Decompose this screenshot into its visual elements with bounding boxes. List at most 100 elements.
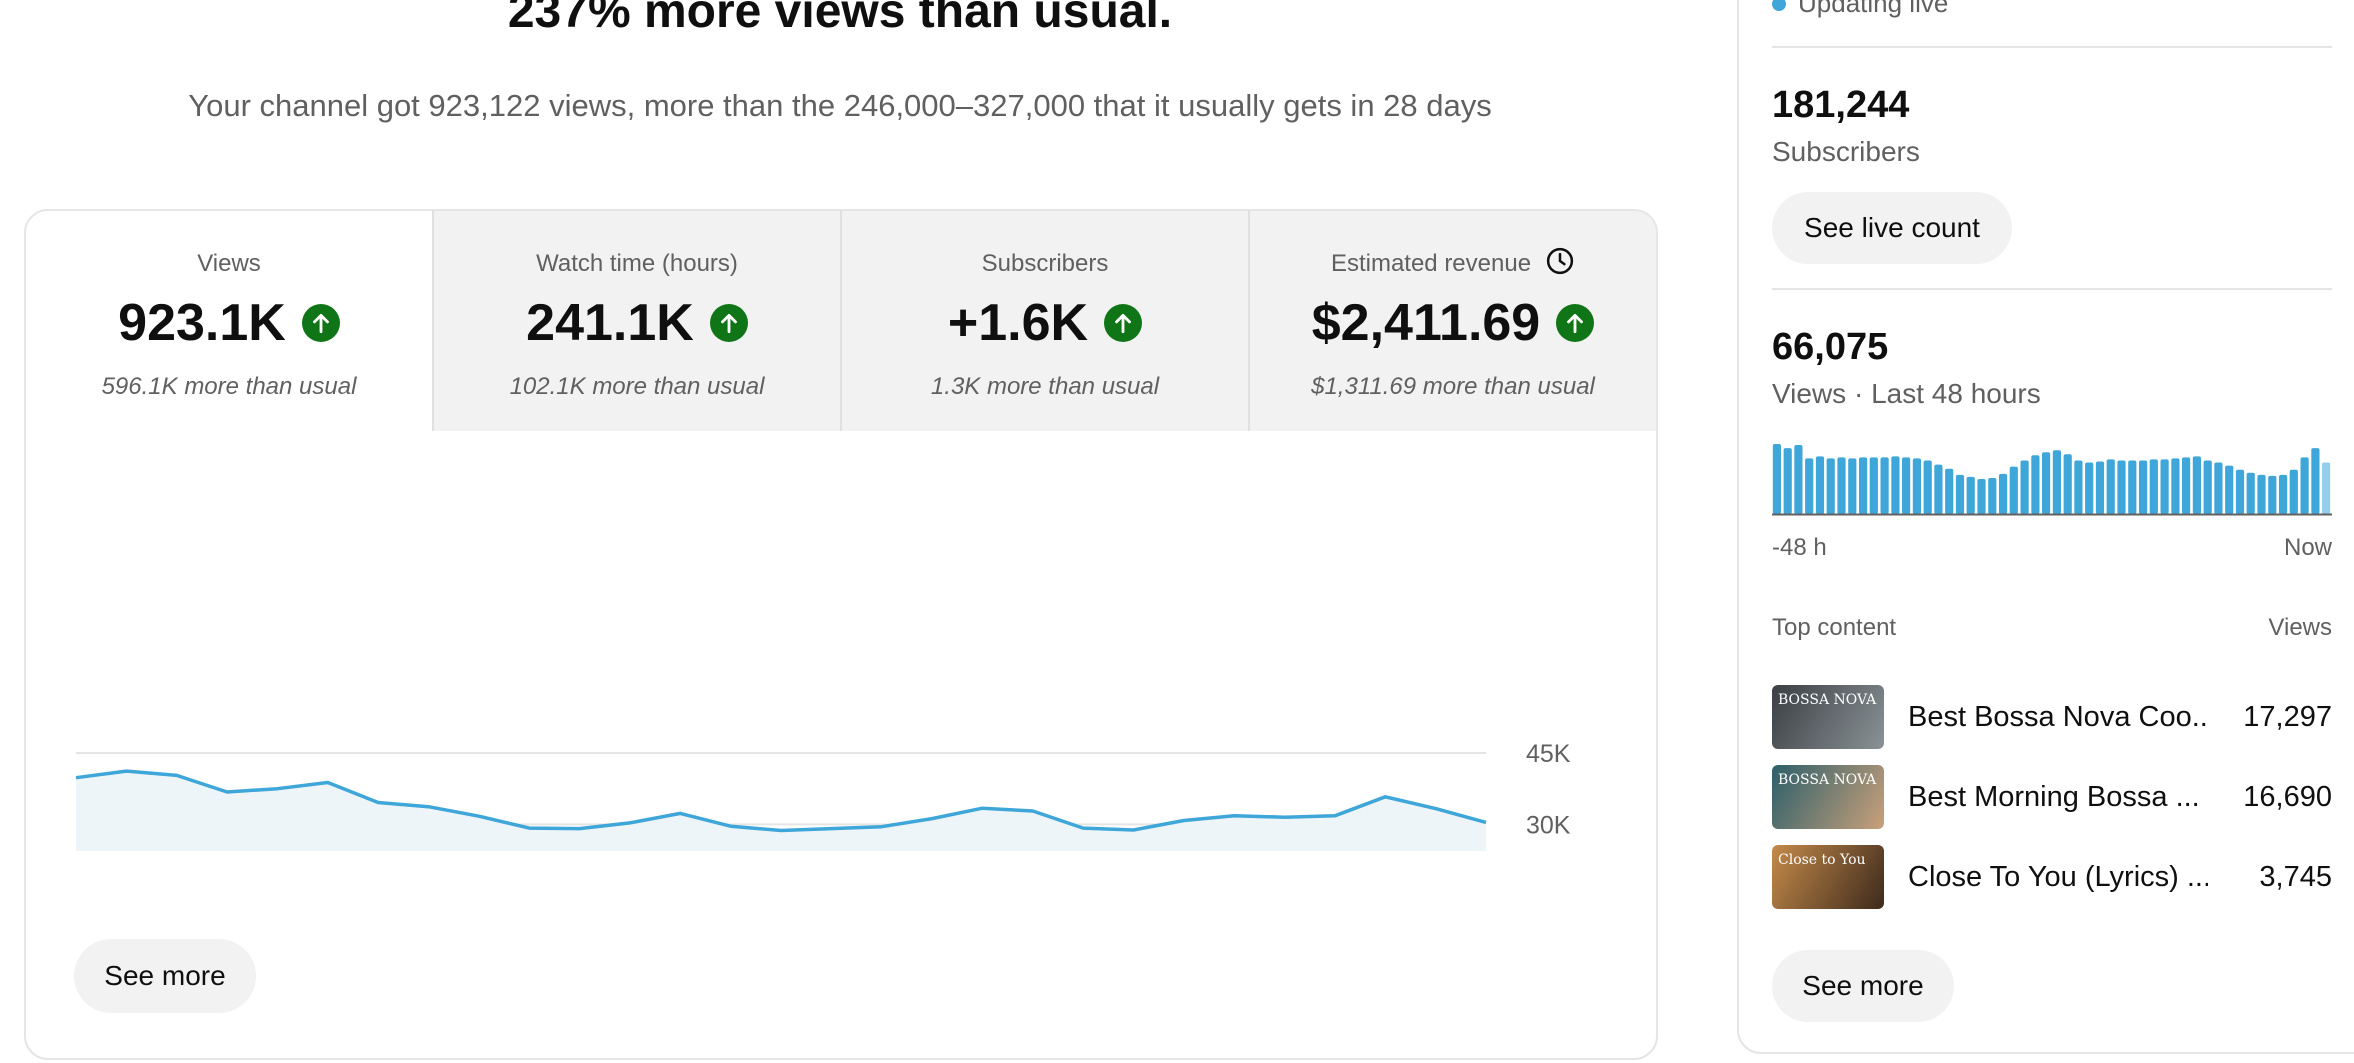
minute-bar xyxy=(2311,448,2320,514)
see-live-count-button[interactable]: See live count xyxy=(1772,192,2012,264)
minute-bar xyxy=(1891,456,1900,514)
minute-bar xyxy=(2257,474,2266,514)
minute-bar xyxy=(2246,472,2255,514)
metric-title: Estimated revenue xyxy=(1330,250,1532,277)
mini-chart-start-label: -48 h xyxy=(1772,534,1827,561)
minute-bar xyxy=(2009,466,2018,514)
minute-bar xyxy=(1772,444,1781,514)
minute-bar xyxy=(2085,462,2094,514)
minute-bar xyxy=(1869,457,1878,514)
metric-note: 596.1K more than usual xyxy=(101,373,357,400)
top-content-views-header: Views xyxy=(2268,614,2332,641)
live-dot-icon xyxy=(1772,0,1786,11)
video-views: 17,297 xyxy=(2243,700,2332,733)
video-views: 3,745 xyxy=(2259,860,2332,893)
top-content-header: Top content xyxy=(1772,614,1897,641)
video-thumbnail: BOSSA NOVA xyxy=(1772,765,1884,829)
minute-bar xyxy=(1826,458,1835,514)
minute-bar xyxy=(2095,461,2105,514)
thumbnail-text: BOSSA NOVA xyxy=(1778,692,1877,708)
minute-bar xyxy=(2300,457,2309,514)
top-content-see-more-button[interactable]: See more xyxy=(1772,950,1954,1022)
metric-note: 1.3K more than usual xyxy=(930,373,1160,400)
metric-tab-watch-time[interactable]: Watch time (hours) 241.1K 102.1K more th… xyxy=(432,211,840,431)
top-content-item[interactable]: BOSSA NOVA Best Bossa Nova Coo... 17,297 xyxy=(1772,683,2332,751)
minute-bar xyxy=(1945,468,1954,514)
minute-bar xyxy=(1783,448,1792,514)
minute-bar xyxy=(2106,459,2115,514)
video-title: Best Bossa Nova Coo... xyxy=(1908,700,2208,733)
minute-bar xyxy=(2235,469,2245,514)
metric-note: $1,311.69 more than usual xyxy=(1311,373,1595,400)
metric-title: Subscribers xyxy=(981,250,1109,277)
minute-bar xyxy=(2020,460,2029,514)
divider xyxy=(1772,288,2332,290)
video-thumbnail: Close to You xyxy=(1772,845,1884,909)
views-48h-bar-chart[interactable] xyxy=(1772,440,2332,516)
y-tick-label: 45K xyxy=(1526,740,1571,768)
minute-bar xyxy=(2031,455,2040,514)
trend-up-icon xyxy=(1556,304,1595,342)
trend-up-icon xyxy=(1104,304,1143,342)
minute-bar xyxy=(1999,473,2008,514)
metric-tab-estimated-revenue[interactable]: Estimated revenue $2,411.69 $1,311.69 mo… xyxy=(1248,211,1656,431)
minute-bar xyxy=(2149,459,2158,514)
views-area xyxy=(76,771,1486,851)
see-more-button[interactable]: See more xyxy=(74,939,256,1013)
subscribers-count: 181,244 xyxy=(1772,84,1910,126)
channel-analytics-card: Views 923.1K 596.1K more than usual Watc… xyxy=(24,209,1658,1060)
minute-bar xyxy=(1815,456,1825,514)
minute-bar xyxy=(2279,474,2288,514)
live-status: Updating live xyxy=(1772,0,1948,19)
minute-bar xyxy=(2171,458,2180,514)
realtime-panel xyxy=(1737,0,2354,1054)
video-title: Close To You (Lyrics) ... xyxy=(1908,860,2208,893)
views-line-chart[interactable]: 015K30K45K2227 Jul 20...1 Aug 20265 Aug … xyxy=(26,431,1656,851)
minute-bar xyxy=(1859,457,1868,514)
metric-tabs: Views 923.1K 596.1K more than usual Watc… xyxy=(26,211,1656,431)
minute-bar xyxy=(2063,454,2072,514)
minute-bar xyxy=(1988,478,1997,514)
top-content-item[interactable]: BOSSA NOVA Best Morning Bossa ... 16,690 xyxy=(1772,763,2332,831)
minute-bar xyxy=(1923,460,1932,514)
metric-value: 241.1K xyxy=(526,294,694,352)
minute-bar xyxy=(2074,460,2083,514)
minute-bar xyxy=(1966,476,1975,514)
metric-tab-views[interactable]: Views 923.1K 596.1K more than usual xyxy=(26,211,432,431)
minute-bar xyxy=(2128,460,2137,514)
metric-value: +1.6K xyxy=(947,294,1089,352)
minute-bar xyxy=(2160,459,2169,514)
minute-bar xyxy=(1880,457,1889,514)
minute-bar xyxy=(1848,458,1857,514)
minute-bar xyxy=(2225,465,2234,514)
metric-value: 923.1K xyxy=(118,294,286,352)
trend-up-icon xyxy=(301,304,340,342)
top-content-item[interactable]: Close to You Close To You (Lyrics) ... 3… xyxy=(1772,843,2332,911)
minute-bar xyxy=(2214,462,2223,514)
live-label: Updating live xyxy=(1798,0,1949,18)
minute-bar xyxy=(2203,460,2212,514)
trend-up-icon xyxy=(709,304,748,342)
mini-chart-end-label: Now xyxy=(2283,534,2332,561)
y-tick-label: 30K xyxy=(1526,811,1571,839)
metric-tab-subscribers[interactable]: Subscribers +1.6K 1.3K more than usual xyxy=(840,211,1248,431)
minute-bar xyxy=(1955,474,1965,514)
video-title: Best Morning Bossa ... xyxy=(1908,780,2200,813)
minute-bar xyxy=(2042,452,2051,514)
minute-bar xyxy=(1794,445,1803,514)
minute-bar xyxy=(2268,475,2277,514)
minute-bar xyxy=(1934,464,1943,514)
minute-bar xyxy=(1912,458,1921,514)
views-line xyxy=(75,769,1487,833)
metric-note: 102.1K more than usual xyxy=(509,373,765,400)
thumbnail-text: BOSSA NOVA xyxy=(1778,772,1877,788)
minute-bar xyxy=(1977,479,1986,514)
minute-bar xyxy=(2192,456,2201,514)
metric-title: Watch time (hours) xyxy=(536,250,738,277)
minute-bar xyxy=(2139,460,2148,514)
minute-bar xyxy=(1837,457,1846,514)
thumbnail-text: Close to You xyxy=(1778,852,1866,868)
minute-bar xyxy=(1902,457,1911,514)
minute-bar xyxy=(2182,457,2191,514)
minute-bar xyxy=(2289,469,2298,514)
